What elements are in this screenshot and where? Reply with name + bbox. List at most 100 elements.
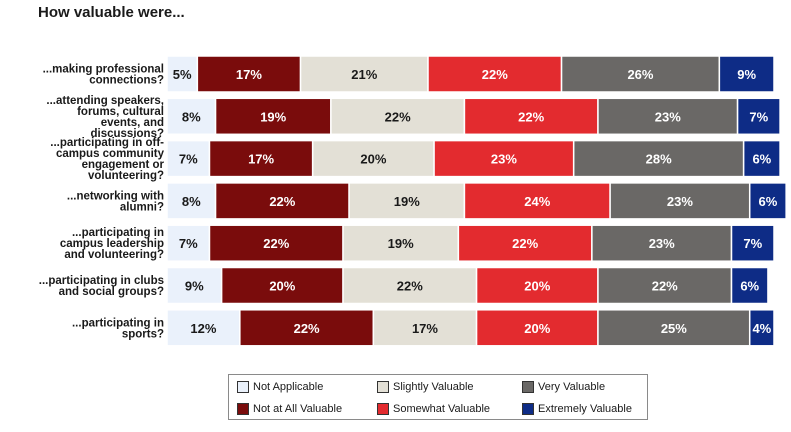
data-label: 22% <box>397 279 423 294</box>
bar-segment <box>560 55 721 93</box>
bar-segment <box>342 266 478 305</box>
legend-label: Somewhat Valuable <box>393 403 491 415</box>
bar-segment <box>166 309 241 347</box>
data-label: 6% <box>740 279 759 294</box>
bar-segment <box>208 139 314 178</box>
legend-swatch <box>522 381 534 393</box>
category-label: ...making professional connections? <box>43 64 164 87</box>
legend-item: Not at All Valuable <box>237 403 342 415</box>
legend-item: Not Applicable <box>237 381 323 393</box>
data-label: 24% <box>524 194 550 209</box>
legend-swatch <box>522 403 534 415</box>
data-label: 28% <box>646 152 672 167</box>
legend-swatch <box>377 403 389 415</box>
data-label: 26% <box>627 67 653 82</box>
data-label: 7% <box>179 152 198 167</box>
legend-swatch <box>237 403 249 415</box>
data-label: 20% <box>524 321 550 336</box>
data-label: 8% <box>182 194 201 209</box>
legend-swatch <box>377 381 389 393</box>
bar-segment <box>166 182 217 220</box>
legend-label: Extremely Valuable <box>538 403 632 415</box>
bar-segment <box>730 224 775 262</box>
bar-segment <box>220 266 344 305</box>
data-label: 22% <box>652 279 678 294</box>
data-label: 7% <box>743 236 762 251</box>
bar-segment <box>239 309 375 347</box>
data-label: 8% <box>182 109 201 124</box>
bar-segment <box>597 309 751 347</box>
data-label: 20% <box>269 279 295 294</box>
data-label: 17% <box>236 67 262 82</box>
category-label: ...participating in off-campus community… <box>50 137 164 182</box>
legend-item: Extremely Valuable <box>522 403 632 415</box>
data-label: 22% <box>482 67 508 82</box>
data-label: 6% <box>759 194 778 209</box>
data-label: 4% <box>752 321 771 336</box>
data-label: 6% <box>752 152 771 167</box>
bar-segment <box>166 224 211 262</box>
bar-segment <box>166 97 217 136</box>
legend-label: Very Valuable <box>538 381 606 393</box>
data-label: 19% <box>260 109 286 124</box>
data-label: 22% <box>518 109 544 124</box>
data-label: 7% <box>179 236 198 251</box>
bar-segment <box>311 139 435 178</box>
bar-segment <box>748 309 775 347</box>
category-label: ...participating in clubs and social grou… <box>39 275 164 298</box>
bar-segment <box>342 224 460 262</box>
bar-segment <box>475 266 599 305</box>
bar-segment <box>742 139 781 178</box>
bar-segment <box>457 224 593 262</box>
data-label: 23% <box>667 194 693 209</box>
data-label: 23% <box>491 152 517 167</box>
data-label: 5% <box>173 67 192 82</box>
bar-segment <box>463 97 599 136</box>
bar-segment <box>730 266 769 305</box>
data-label: 22% <box>263 236 289 251</box>
data-label: 20% <box>360 152 386 167</box>
bar-segment <box>330 97 466 136</box>
bar-segment <box>166 139 211 178</box>
category-label: ...networking with alumni? <box>67 190 164 213</box>
data-label: 19% <box>388 236 414 251</box>
bar-segment <box>591 224 733 262</box>
data-label: 12% <box>190 321 216 336</box>
legend-item: Somewhat Valuable <box>377 403 490 415</box>
legend-item: Slightly Valuable <box>377 381 474 393</box>
legend-swatch <box>237 381 249 393</box>
data-label: 23% <box>649 236 675 251</box>
legend-item: Very Valuable <box>522 381 605 393</box>
bar-segment <box>372 309 478 347</box>
category-label: ...participating in sports? <box>72 317 164 340</box>
data-label: 22% <box>385 109 411 124</box>
data-label: 9% <box>185 279 204 294</box>
data-label: 22% <box>269 194 295 209</box>
data-label: 25% <box>661 321 687 336</box>
bar-segment <box>166 266 223 305</box>
category-label: ...participating in campus leadership and … <box>60 227 164 261</box>
legend-label: Slightly Valuable <box>393 381 474 393</box>
bar-segment <box>736 97 781 136</box>
bar-segment <box>196 55 302 93</box>
stacked-bar-chart: ...making professional connections? 5% 17% 2… <box>39 55 787 347</box>
data-label: 19% <box>394 194 420 209</box>
data-label: 17% <box>248 152 274 167</box>
data-label: 22% <box>512 236 538 251</box>
data-label: 21% <box>351 67 377 82</box>
legend-label: Not Applicable <box>253 381 324 393</box>
data-label: 22% <box>294 321 320 336</box>
bar-segment <box>597 97 739 136</box>
category-label: ...attending speakers, forums, cultural ev… <box>46 95 164 140</box>
legend: Not Applicable Not at All Valuable Slightl… <box>228 374 648 420</box>
bar-segment <box>718 55 775 93</box>
data-label: 17% <box>412 321 438 336</box>
chart-title: How valuable were... <box>38 4 185 21</box>
data-label: 20% <box>524 279 550 294</box>
bar-segment <box>214 97 332 136</box>
data-label: 23% <box>655 109 681 124</box>
bar-segment <box>748 182 787 220</box>
data-label: 9% <box>737 67 756 82</box>
data-label: 7% <box>749 109 768 124</box>
legend-label: Not at All Valuable <box>253 403 343 415</box>
